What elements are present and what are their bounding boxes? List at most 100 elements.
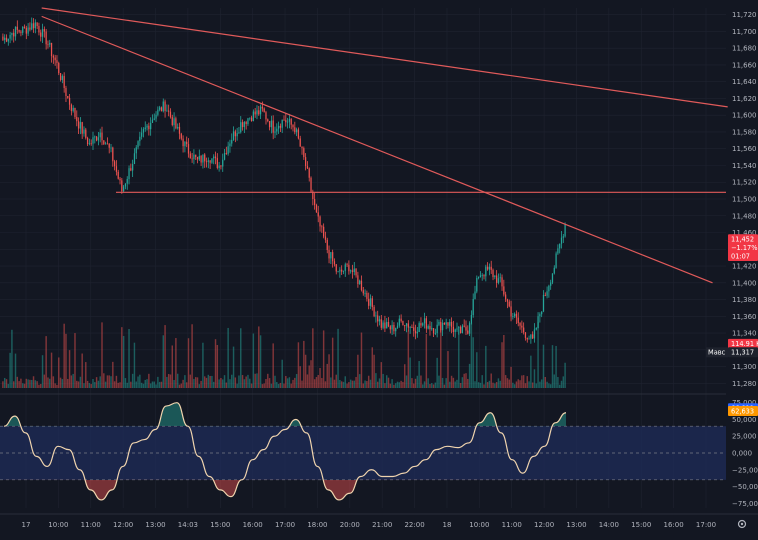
candle-body — [40, 32, 42, 37]
volume-bar — [95, 377, 98, 388]
time-tick-label: 11:00 — [502, 521, 522, 529]
volume-bar — [130, 381, 132, 388]
trendlines[interactable] — [41, 7, 728, 284]
candle-body — [254, 111, 256, 115]
price-tick-label: 11,420 — [732, 263, 757, 271]
candle-body — [196, 156, 199, 160]
candle-body — [362, 290, 364, 294]
volume-bar — [47, 377, 49, 388]
volume-bar — [67, 378, 69, 388]
volume-bar — [117, 382, 119, 388]
time-tick-label: 18:00 — [307, 521, 327, 529]
candle-body — [510, 306, 512, 317]
time-axis[interactable]: 17 10:00 11:00 12:00 13:00 14:03 15:00 16:00 17:… — [0, 513, 758, 529]
candle-body — [472, 298, 474, 315]
candle-body — [346, 264, 348, 266]
volume-bar — [59, 377, 62, 388]
candle-body — [557, 248, 559, 254]
candle-body — [503, 286, 505, 295]
volume-bar — [432, 384, 435, 388]
candle-body — [488, 266, 491, 270]
volume-bar — [218, 379, 220, 388]
volume-bar — [261, 384, 264, 388]
candle-body — [220, 165, 222, 167]
mavol-tag-bg — [706, 347, 728, 358]
candle-body — [29, 27, 31, 30]
candle-body — [559, 243, 561, 249]
price-tick-label: 11,640 — [732, 78, 757, 86]
volume-bar — [382, 373, 384, 388]
candle-body — [436, 324, 438, 334]
candle-body — [155, 114, 157, 119]
time-tick-label: 17:00 — [696, 521, 716, 529]
candle-body — [58, 62, 60, 74]
candle-body — [441, 322, 444, 331]
volume-bar — [277, 383, 280, 388]
candle-body — [423, 318, 426, 324]
candle-body — [177, 126, 179, 129]
volume-bar — [171, 345, 174, 388]
volume-bar — [537, 321, 539, 388]
candle-body — [153, 118, 155, 120]
candle-body — [23, 26, 26, 28]
candle-body — [52, 56, 54, 58]
candle-body — [339, 269, 341, 272]
candle-body — [240, 122, 242, 133]
price-tick-label: 11,380 — [732, 296, 757, 304]
volume-bar — [301, 380, 303, 388]
candle-body — [92, 137, 94, 144]
candle-body — [364, 292, 366, 294]
volume-bar — [104, 381, 107, 388]
volume-bar — [551, 345, 554, 388]
volume-bar — [211, 375, 213, 388]
volume-bar — [169, 374, 172, 388]
candle-body — [368, 298, 370, 306]
candle-body — [72, 107, 74, 111]
volume-bar — [103, 373, 105, 388]
candle-body — [4, 37, 6, 40]
candle-body — [76, 116, 78, 122]
candle-body — [359, 280, 361, 285]
volume-bar — [2, 381, 4, 388]
candle-body — [18, 29, 20, 32]
candle-body — [476, 278, 478, 292]
price-axis[interactable]: 11,720 11,700 11,680 11,660 11,640 11,620 11,6… — [732, 11, 757, 388]
candle-body — [550, 282, 552, 286]
candle-body — [166, 110, 168, 112]
candle-body — [65, 87, 67, 97]
candle-body — [443, 322, 446, 325]
volume-bar — [31, 379, 33, 388]
trendline-1[interactable] — [41, 7, 728, 108]
volume-bar — [92, 378, 94, 388]
volume-bar — [400, 380, 402, 388]
candle-body — [148, 125, 150, 130]
price-tick-label: 11,540 — [732, 162, 757, 170]
volume-bar — [63, 323, 65, 388]
candle-body — [295, 129, 298, 133]
price-tag-bg — [728, 405, 758, 416]
candle-body — [524, 332, 527, 338]
gear-icon[interactable] — [737, 519, 747, 529]
candle-body — [41, 29, 44, 37]
volume-bar — [267, 373, 269, 388]
candle-body — [544, 294, 546, 296]
volume-bar — [450, 375, 453, 388]
candle-body — [330, 252, 332, 259]
candle-body — [218, 165, 220, 168]
candle-body — [335, 264, 337, 272]
candle-body — [104, 143, 107, 145]
trendline-2[interactable] — [41, 15, 713, 284]
volume-bar — [144, 379, 146, 388]
volume-bar — [249, 378, 251, 388]
volume-bar — [351, 380, 354, 388]
time-tick-label: 12:00 — [534, 521, 554, 529]
volume-bar — [513, 384, 516, 388]
volume-bar — [375, 373, 377, 388]
candle-body — [290, 118, 292, 125]
candle-body — [263, 108, 265, 113]
candle-body — [286, 121, 289, 123]
volume-bar — [376, 381, 379, 388]
volume-bar — [272, 343, 274, 388]
gear-ring — [737, 519, 747, 529]
